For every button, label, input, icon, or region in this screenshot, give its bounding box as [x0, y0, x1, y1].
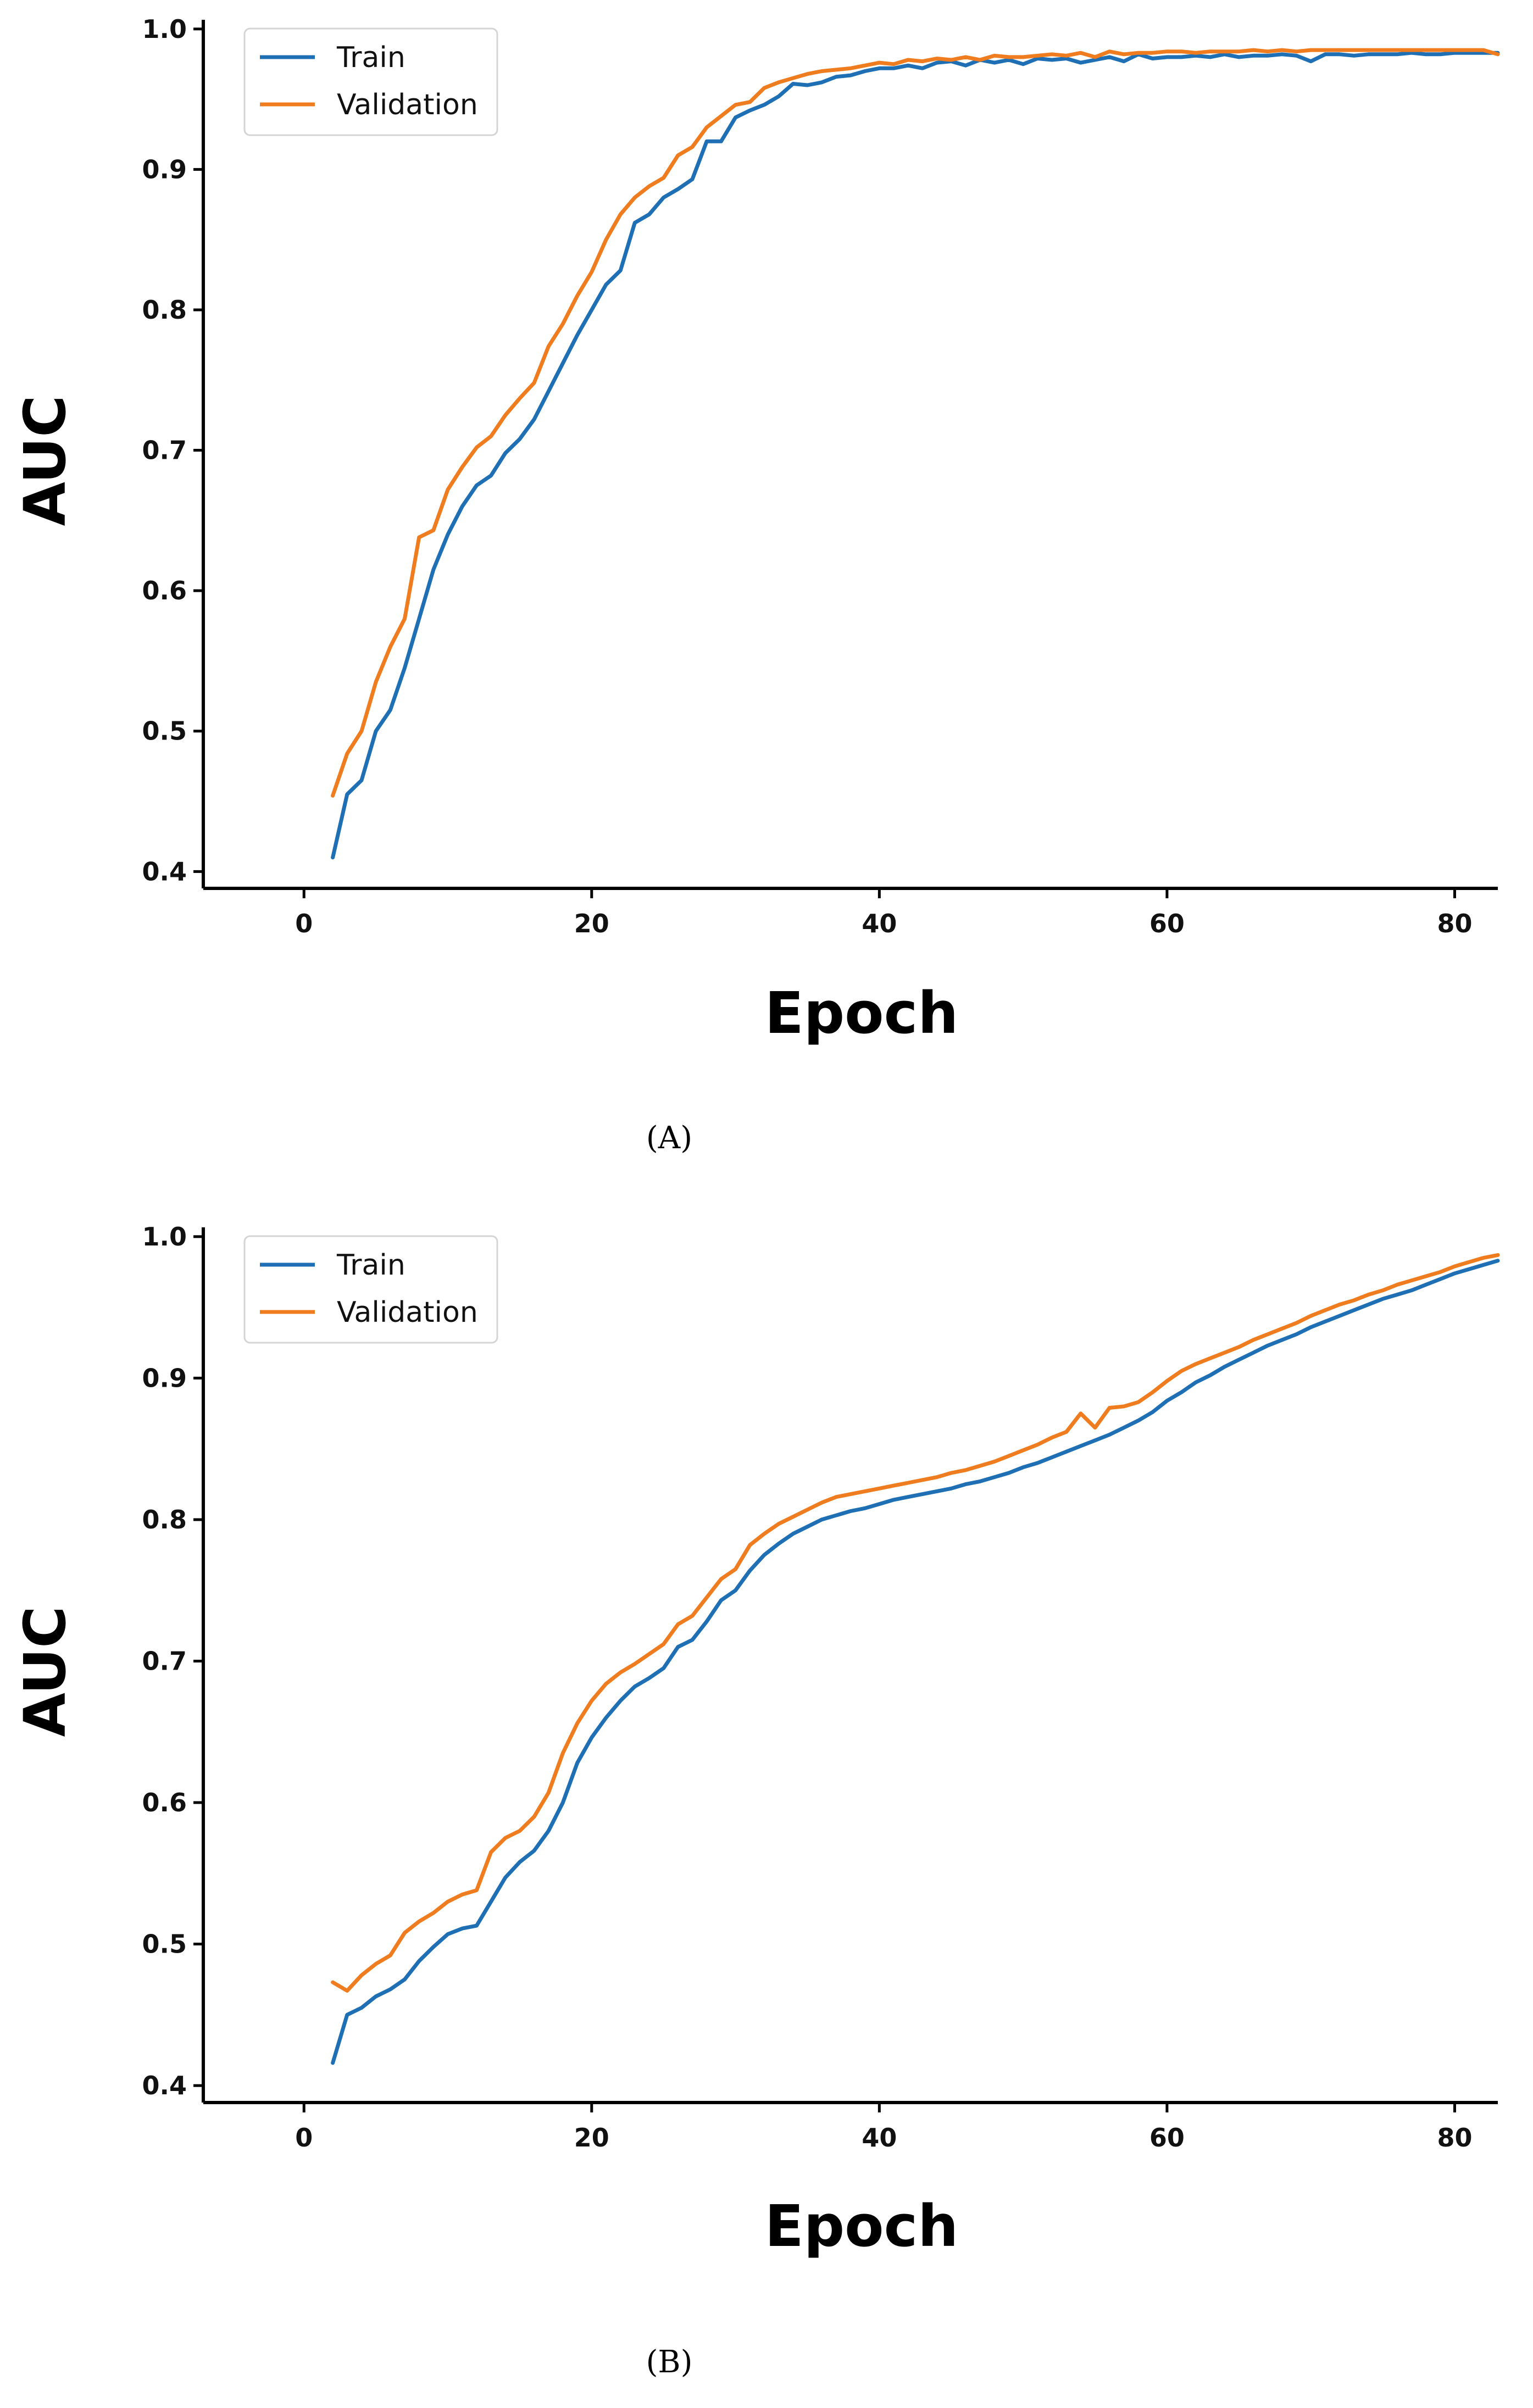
- legend-label-validation: Validation: [337, 1296, 478, 1329]
- panel-label: (B): [646, 2344, 693, 2380]
- y-tick-label: 1.0: [142, 1222, 187, 1252]
- x-tick-label: 40: [862, 2123, 897, 2153]
- y-axis-title: AUC: [12, 1606, 79, 1737]
- x-tick-label: 80: [1437, 909, 1472, 938]
- x-tick-label: 60: [1149, 909, 1185, 938]
- y-tick-label: 0.7: [142, 1646, 187, 1676]
- y-tick-label: 0.7: [142, 436, 187, 465]
- x-tick-label: 20: [574, 909, 609, 938]
- x-axis-title: Epoch: [765, 980, 959, 1047]
- y-tick-label: 0.9: [142, 154, 187, 184]
- chart-panel-a: 0.4 0.5 0.6 0.7 0.8 0.9 1.0 0 20 40 60 80 Epoch AUC Tr…: [12, 14, 1500, 1156]
- x-tick-label: 0: [295, 909, 313, 938]
- y-tick-label: 0.9: [142, 1363, 187, 1393]
- panel-label: (A): [646, 1120, 692, 1156]
- legend-label-train: Train: [336, 41, 406, 74]
- x-axis-title: Epoch: [765, 2193, 959, 2260]
- series-line-train: [331, 51, 1500, 860]
- legend: Train Validation: [243, 27, 498, 136]
- legend: Train Validation: [243, 1235, 498, 1344]
- chart-panel-b: 0.4 0.5 0.6 0.7 0.8 0.9 1.0 0 20 40 60 80 Epoch AUC Tr…: [12, 1222, 1500, 2380]
- x-tick-label: 60: [1149, 2123, 1185, 2153]
- y-tick-label: 0.6: [142, 576, 187, 605]
- x-tick-label: 0: [295, 2123, 313, 2153]
- y-tick-label: 0.4: [142, 857, 187, 886]
- legend-label-train: Train: [336, 1249, 406, 1282]
- series-line-validation: [331, 48, 1500, 798]
- y-tick-label: 0.5: [142, 716, 187, 746]
- y-tick-label: 0.4: [142, 2071, 187, 2100]
- y-tick-label: 0.8: [142, 1505, 187, 1534]
- y-axis-title: AUC: [12, 395, 79, 526]
- x-tick-label: 20: [574, 2123, 609, 2153]
- series-line-train: [331, 1259, 1500, 2065]
- series-line-validation: [331, 1253, 1500, 1993]
- legend-label-validation: Validation: [337, 88, 478, 121]
- y-tick-label: 0.8: [142, 295, 187, 325]
- x-tick-label: 80: [1437, 2123, 1472, 2153]
- y-tick-label: 0.5: [142, 1929, 187, 1959]
- y-tick-label: 0.6: [142, 1788, 187, 1817]
- x-tick-label: 40: [862, 909, 897, 938]
- y-tick-label: 1.0: [142, 14, 187, 44]
